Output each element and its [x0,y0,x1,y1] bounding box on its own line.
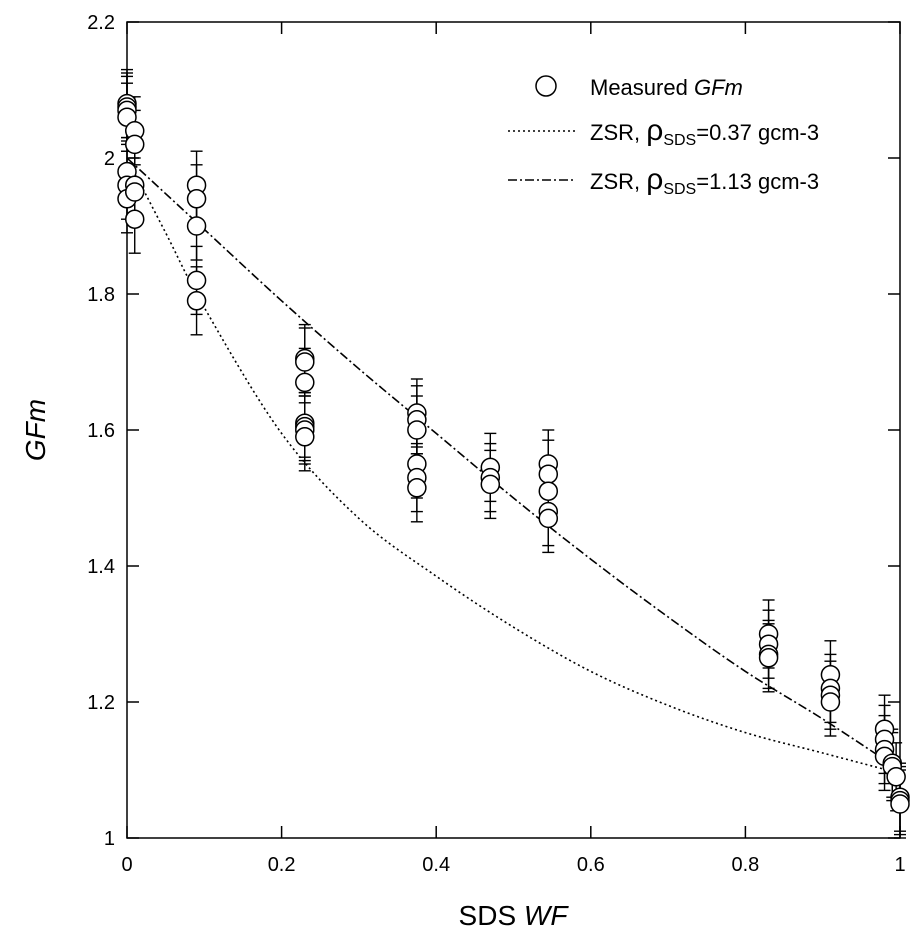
legend-item-zsr-113: ZSR, ρSDS=1.13 gcm-3 [508,163,819,198]
measured-points [117,68,910,839]
data-point [124,134,145,155]
data-point [186,216,207,236]
legend-marker-circle [535,75,557,97]
x-tick-label: 0.6 [577,854,605,876]
y-tick-label: 1.4 [87,556,115,578]
legend-item-measured: Measured GFm [535,75,743,100]
y-tick-label: 1.2 [87,692,115,714]
legend-label-zsr-113: ZSR, ρSDS=1.13 gcm-3 [590,163,819,198]
y-axis-label: GFm [20,399,51,461]
y-tick-label: 2 [104,148,115,170]
legend: Measured GFm ZSR, ρSDS=0.37 gcm-3 ZSR, ρ… [508,75,819,198]
data-point [820,692,841,712]
model-curves [126,157,901,775]
data-point [295,372,315,393]
x-tick-label: 0 [121,854,132,876]
data-point [186,291,207,311]
x-axis-label: SDS WF [459,900,570,931]
data-point [295,352,315,372]
curve-zsr037 [126,157,901,775]
legend-item-zsr-037: ZSR, ρSDS=0.37 gcm-3 [508,114,819,149]
y-tick-label: 1 [104,828,115,850]
data-point [186,270,207,291]
data-point [758,648,779,668]
x-tick-label: 1 [894,854,905,876]
x-axis: 0 0.2 0.4 0.6 0.8 1 [121,22,906,876]
data-point [407,420,427,440]
data-point [538,481,559,501]
x-tick-label: 0.2 [268,854,296,876]
legend-label-measured: Measured GFm [590,75,743,100]
data-point [538,464,559,484]
data-point [886,767,906,787]
legend-label-zsr-037: ZSR, ρSDS=0.37 gcm-3 [590,114,819,149]
data-point [480,474,501,495]
data-point [295,427,315,447]
data-point [407,478,427,498]
data-point [124,182,145,202]
y-axis: 1 1.2 1.4 1.6 1.8 2 2.2 [87,12,900,850]
x-tick-label: 0.8 [731,854,759,876]
y-tick-label: 1.8 [87,284,115,306]
y-tick-label: 1.6 [87,420,115,442]
y-tick-label: 2.2 [87,12,115,34]
data-point [186,189,207,209]
data-point [124,209,145,229]
data-point [890,794,910,814]
data-point [538,508,559,529]
curve-zsr113 [126,157,901,771]
x-tick-label: 0.4 [422,854,450,876]
